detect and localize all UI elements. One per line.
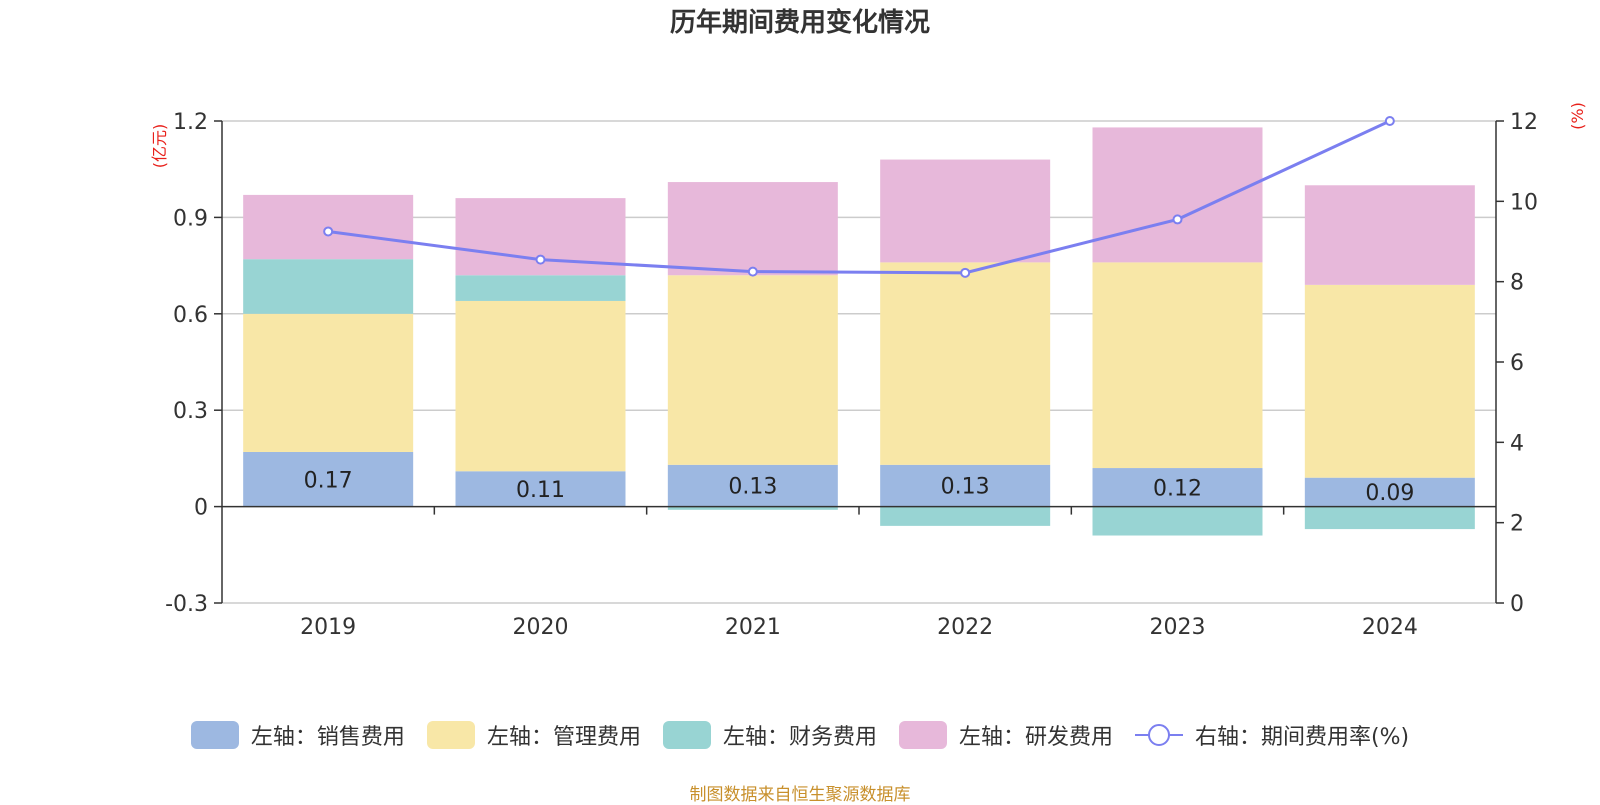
right-axis-tick-label: 8: [1510, 271, 1524, 296]
x-tick-label-2023: 2023: [1150, 615, 1206, 640]
bar-admin-2024: [1304, 284, 1475, 478]
bar-sales-2024: [1304, 477, 1475, 507]
rate-line: [327, 119, 1391, 275]
legend-item-1[interactable]: 左轴：管理费用: [426, 719, 641, 751]
legend-item-4[interactable]: 右轴：期间费用率(%): [1134, 719, 1410, 751]
legend-swatch: [190, 721, 239, 749]
data-label-sales-2019: 0.17: [304, 468, 353, 493]
bar-finance-2021: [667, 506, 838, 510]
left-axis-tick-label: -0.3: [165, 592, 208, 617]
legend-label: 左轴：销售费用: [250, 725, 405, 750]
data-label-sales-2022: 0.13: [941, 475, 990, 500]
left-axis-tick-label: 0.3: [173, 399, 208, 424]
x-tick-label-2021: 2021: [725, 615, 781, 640]
data-label-sales-2021: 0.13: [728, 475, 777, 500]
chart-plot: 0.17 0.11 0.13 0.13 0.12 0.09 1.2 0.9 0.6 0.3 0 -0.…: [150, 102, 1587, 640]
rate-point-2024: [1384, 116, 1395, 126]
x-tick-label-2020: 2020: [513, 615, 569, 640]
bar-admin-2022: [880, 262, 1051, 465]
legend-item-2[interactable]: 左轴：财务费用: [662, 719, 877, 751]
legend-swatch: [662, 721, 711, 749]
bar-sales-2022: [880, 464, 1051, 507]
x-tick-label-2019: 2019: [300, 615, 356, 640]
data-label-sales-2024: 0.09: [1365, 481, 1414, 506]
legend-swatch: [426, 721, 475, 749]
right-axis-tick-label: 2: [1510, 512, 1524, 537]
right-axis-tick-label: 10: [1510, 190, 1538, 215]
bar-finance-2020: [455, 275, 626, 301]
legend-item-3[interactable]: 左轴：研发费用: [898, 719, 1113, 751]
right-axis-unit: (%): [1568, 102, 1587, 130]
bar-rnd-2023: [1092, 127, 1263, 263]
legend-label: 左轴：管理费用: [486, 725, 641, 750]
rate-point-2019: [323, 226, 334, 237]
bar-sales-2020: [455, 471, 626, 507]
left-axis-tick-label: 0.9: [173, 206, 208, 231]
bar-finance-2022: [880, 506, 1051, 526]
bar-finance-2019: [243, 259, 414, 314]
chart-title: 历年期间费用变化情况: [669, 8, 930, 38]
rate-point-2023: [1172, 214, 1183, 225]
source-note: 制图数据来自恒生聚源数据库: [689, 785, 911, 805]
bar-rnd-2024: [1304, 185, 1475, 285]
line-marker-icon: [1134, 721, 1183, 749]
rate-point-2021: [747, 266, 758, 277]
bar-admin-2019: [243, 313, 414, 452]
bar-admin-2021: [667, 275, 838, 465]
legend-label: 左轴：研发费用: [958, 725, 1113, 750]
left-axis-tick-label: 1.2: [173, 110, 208, 135]
bar-rnd-2021: [667, 182, 838, 276]
left-axis-tick-label: 0: [194, 496, 208, 521]
right-axis-tick-label: 6: [1510, 351, 1524, 376]
legend-label: 右轴：期间费用率(%): [1194, 725, 1410, 750]
legend-item-0[interactable]: 左轴：销售费用: [190, 719, 405, 751]
bar-rnd-2022: [880, 159, 1051, 263]
bar-sales-2021: [667, 464, 838, 507]
legend: 左轴：销售费用 左轴：管理费用 左轴：财务费用 左轴：研发费用 右轴：期间费用率(%): [0, 718, 1600, 752]
legend-label: 左轴：财务费用: [722, 725, 877, 750]
right-axis-tick-label: 12: [1510, 110, 1538, 135]
bar-sales-2019: [243, 451, 414, 507]
right-axis-tick-label: 0: [1510, 592, 1524, 617]
legend-swatch: [898, 721, 947, 749]
x-tick-label-2024: 2024: [1362, 615, 1418, 640]
data-label-sales-2023: 0.12: [1153, 476, 1202, 501]
right-axis-tick-label: 4: [1510, 431, 1524, 456]
data-label-sales-2020: 0.11: [516, 478, 565, 503]
x-tick-label-2022: 2022: [937, 615, 993, 640]
bar-finance-2023: [1092, 506, 1263, 536]
bar-finance-2024: [1304, 506, 1475, 530]
rate-point-2022: [960, 267, 971, 278]
left-axis-unit: (亿元): [150, 124, 169, 169]
left-axis-tick-label: 0.6: [173, 303, 208, 328]
bar-admin-2020: [455, 300, 626, 472]
bar-admin-2023: [1092, 262, 1263, 469]
bar-sales-2023: [1092, 468, 1263, 507]
rate-point-2020: [535, 254, 546, 265]
